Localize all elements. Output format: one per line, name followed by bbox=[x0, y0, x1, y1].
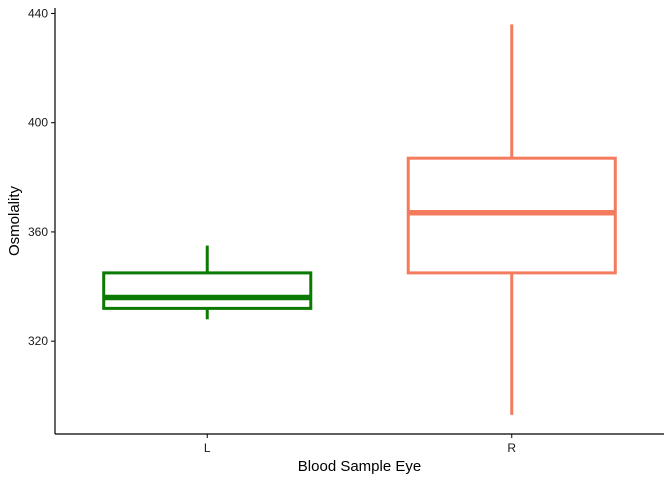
y-axis-title: Osmolality bbox=[6, 185, 23, 256]
iqr-box bbox=[102, 271, 313, 310]
axes bbox=[54, 8, 664, 435]
y-tick-label: 400 bbox=[28, 116, 48, 130]
y-tick-label: 320 bbox=[28, 334, 48, 348]
plot-area bbox=[102, 24, 617, 415]
x-tick-label: L bbox=[204, 441, 211, 455]
x-axis-title: Blood Sample Eye bbox=[298, 458, 421, 475]
y-tick-label: 440 bbox=[28, 6, 48, 20]
box-R bbox=[406, 24, 617, 415]
x-tick-label: R bbox=[507, 441, 516, 455]
y-tick-label: 360 bbox=[28, 225, 48, 239]
box-L bbox=[102, 245, 313, 320]
y-ticks: 320 360 400 440 bbox=[28, 6, 55, 348]
